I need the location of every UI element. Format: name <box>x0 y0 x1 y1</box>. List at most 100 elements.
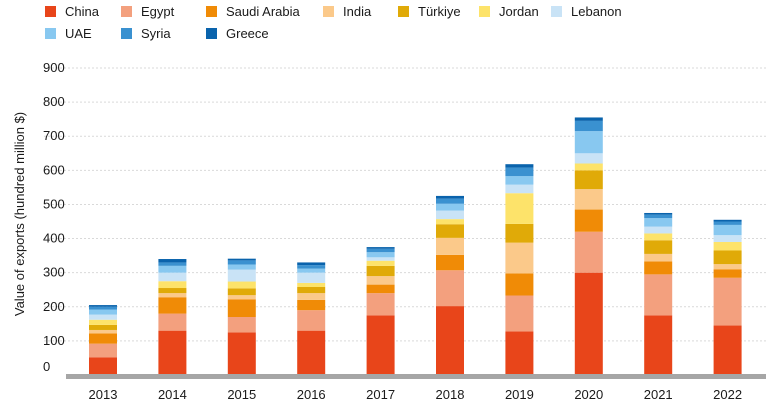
bar-segment-china-2015 <box>227 332 256 375</box>
bars <box>89 117 742 375</box>
x-tick-label-2019: 2019 <box>505 387 534 402</box>
y-tick-label-100: 100 <box>43 333 65 348</box>
bar-segment-turkiye-2013 <box>89 324 117 330</box>
y-tick-label-200: 200 <box>43 299 65 314</box>
bar-segment-lebanon-2017 <box>366 257 395 261</box>
y-tick-label-0: 0 <box>43 359 50 374</box>
bar-segment-turkiye-2020 <box>574 170 603 190</box>
bar-segment-china-2022 <box>713 325 742 375</box>
bar-segment-jordan-2014 <box>158 281 187 289</box>
bar-segment-india-2015 <box>227 295 256 300</box>
bar-segment-jordan-2022 <box>713 241 742 251</box>
legend-label-uae: UAE <box>65 26 92 41</box>
y-tick-label-700: 700 <box>43 128 65 143</box>
bar-segment-jordan-2017 <box>366 260 395 266</box>
x-tick-label-2014: 2014 <box>158 387 187 402</box>
bar-segment-india-2017 <box>366 276 395 285</box>
bar-segment-turkiye-2019 <box>505 223 534 243</box>
y-tick-label-400: 400 <box>43 231 65 246</box>
bar-segment-syria-2022 <box>713 221 742 225</box>
x-axis-ticks: 2013 2014 2015 2016 2017 2018 2019 2020 2021 2022 <box>89 387 743 402</box>
bar-segment-turkiye-2014 <box>158 288 187 294</box>
legend-label-china: China <box>65 4 100 19</box>
bar-segment-egypt-2014 <box>158 313 187 331</box>
bar-segment-india-2022 <box>713 264 742 270</box>
x-tick-label-2021: 2021 <box>644 387 673 402</box>
bar-segment-china-2020 <box>574 272 603 375</box>
bar-segment-egypt-2022 <box>713 277 742 326</box>
bar-segment-turkiye-2016 <box>297 286 326 294</box>
x-tick-label-2018: 2018 <box>436 387 465 402</box>
bar-segment-saudi-arabia-2017 <box>366 284 395 294</box>
bar-segment-syria-2021 <box>644 214 673 219</box>
legend-label-egypt: Egypt <box>141 4 175 19</box>
bar-segment-greece-2013 <box>89 305 117 307</box>
x-tick-label-2013: 2013 <box>89 387 118 402</box>
legend-label-saudi-arabia: Saudi Arabia <box>226 4 300 19</box>
bar-segment-uae-2021 <box>644 218 673 227</box>
bar-segment-lebanon-2018 <box>436 210 464 220</box>
bar-segment-uae-2018 <box>436 203 464 211</box>
legend-swatch-syria <box>121 28 132 39</box>
y-tick-label-600: 600 <box>43 162 65 177</box>
bar-segment-egypt-2020 <box>574 231 603 273</box>
bar-segment-syria-2020 <box>574 120 603 132</box>
bar-segment-egypt-2017 <box>366 293 395 316</box>
bar-segment-egypt-2015 <box>227 317 256 333</box>
bar-segment-egypt-2018 <box>436 270 464 307</box>
bar-segment-uae-2013 <box>89 309 117 315</box>
legend-label-jordan: Jordan <box>499 4 539 19</box>
bar-segment-jordan-2020 <box>574 163 603 171</box>
bar-segment-egypt-2016 <box>297 310 326 331</box>
legend-swatch-saudi-arabia <box>206 6 217 17</box>
bar-segment-turkiye-2022 <box>713 250 742 265</box>
bar-segment-saudi-arabia-2016 <box>297 299 326 311</box>
bar-segment-saudi-arabia-2020 <box>574 209 603 232</box>
bar-segment-greece-2020 <box>574 117 603 121</box>
bar-segment-jordan-2019 <box>505 193 534 224</box>
bar-segment-jordan-2013 <box>89 319 117 325</box>
bar-segment-greece-2014 <box>158 259 187 263</box>
bar-segment-china-2013 <box>89 357 117 375</box>
bar-segment-lebanon-2016 <box>297 272 326 283</box>
bar-segment-jordan-2016 <box>297 282 326 287</box>
bar-segment-uae-2022 <box>713 224 742 236</box>
bar-segment-greece-2015 <box>227 258 256 261</box>
legend-label-syria: Syria <box>141 26 171 41</box>
x-tick-label-2015: 2015 <box>227 387 256 402</box>
bar-segment-india-2020 <box>574 189 603 210</box>
bar-segment-china-2016 <box>297 330 326 375</box>
bar-segment-saudi-arabia-2013 <box>89 333 117 344</box>
y-tick-label-500: 500 <box>43 196 65 211</box>
bar-segment-greece-2022 <box>713 219 742 222</box>
bar-segment-greece-2018 <box>436 195 464 199</box>
bar-segment-saudi-arabia-2022 <box>713 269 742 278</box>
y-tick-label-300: 300 <box>43 265 65 280</box>
bar-segment-lebanon-2020 <box>574 153 603 164</box>
bar-segment-saudi-arabia-2018 <box>436 254 464 271</box>
x-tick-label-2022: 2022 <box>713 387 742 402</box>
bar-segment-syria-2018 <box>436 198 464 204</box>
y-tick-label-900: 900 <box>43 60 65 75</box>
bar-segment-uae-2017 <box>366 252 395 258</box>
x-axis-line <box>66 374 766 379</box>
legend-swatch-uae <box>45 28 56 39</box>
legend-label-india: India <box>343 4 372 19</box>
bar-segment-india-2021 <box>644 253 673 262</box>
bar-segment-saudi-arabia-2015 <box>227 299 256 318</box>
bar-segment-uae-2019 <box>505 176 534 185</box>
legend-swatch-india <box>323 6 334 17</box>
bar-segment-greece-2019 <box>505 164 534 168</box>
bar-segment-jordan-2021 <box>644 233 673 241</box>
bar-segment-egypt-2013 <box>89 343 117 358</box>
legend-label-greece: Greece <box>226 26 269 41</box>
bar-segment-lebanon-2019 <box>505 184 534 194</box>
legend-label-turkiye: Türkiye <box>418 4 461 19</box>
bar-segment-china-2017 <box>366 315 395 375</box>
bar-segment-lebanon-2022 <box>713 235 742 242</box>
bar-segment-syria-2017 <box>366 248 395 253</box>
bar-segment-india-2018 <box>436 237 464 255</box>
legend: China Egypt Saudi Arabia India Türkiye Jordan… <box>45 4 622 41</box>
bar-segment-syria-2015 <box>227 260 256 265</box>
